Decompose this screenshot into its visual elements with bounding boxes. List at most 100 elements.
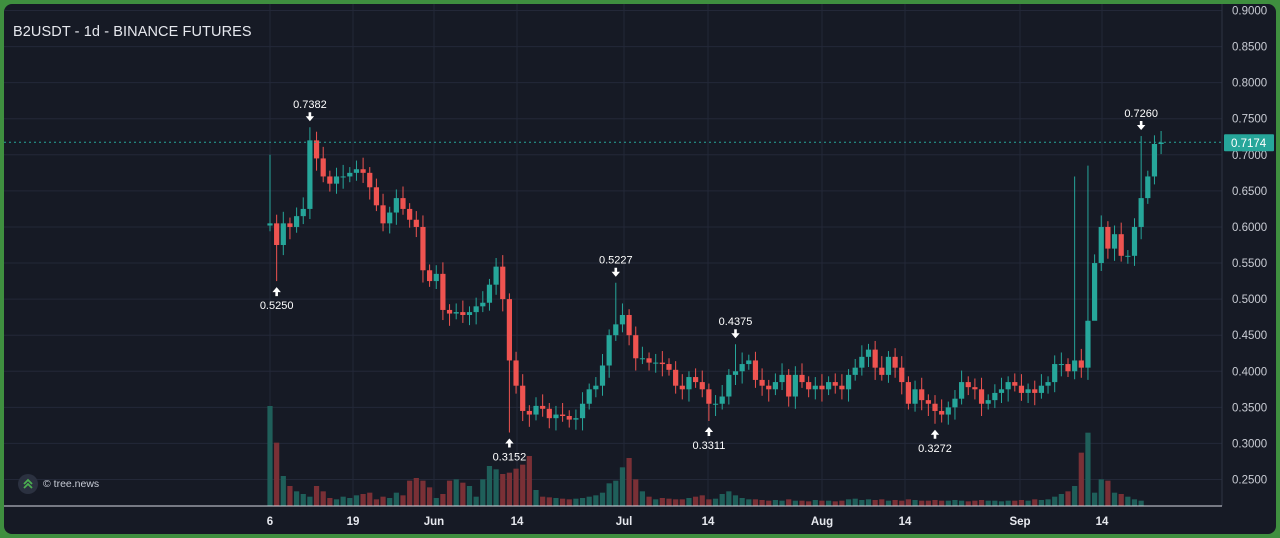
candle-body [546, 408, 552, 419]
candle-body [466, 312, 473, 315]
low-marker-label: 0.5250 [260, 300, 294, 312]
volume-bar [1085, 432, 1091, 506]
volume-bar [526, 456, 532, 506]
volume-bar [566, 499, 572, 506]
low-marker-arrow [505, 438, 514, 448]
y-tick-label: 0.8500 [1232, 42, 1267, 54]
candle-body [486, 284, 493, 303]
candle-body [327, 176, 333, 184]
volume-bar [819, 500, 825, 506]
volume-bar [939, 500, 945, 506]
candle-body [1131, 226, 1138, 256]
volume-bar [446, 480, 453, 506]
candle-body [779, 374, 785, 383]
candle-body [427, 270, 433, 282]
candle-body [1032, 389, 1038, 393]
candle-body [560, 414, 566, 417]
low-marker-arrow [930, 429, 940, 439]
candle-body [493, 266, 499, 285]
x-tick-label: 19 [347, 516, 360, 528]
volume-bar [506, 472, 512, 506]
candle-body [1045, 382, 1051, 386]
volume-bar [945, 500, 951, 506]
candle-body [859, 356, 865, 368]
candle-body [400, 198, 406, 209]
volume-bar [1045, 499, 1051, 506]
y-tick-label: 0.2500 [1232, 475, 1267, 487]
candle-body [872, 349, 878, 368]
volume-bar [779, 500, 785, 506]
candle-body [1052, 364, 1058, 383]
volume-bar [1065, 491, 1071, 506]
low-marker-label: 0.3311 [692, 440, 725, 452]
candle-body [307, 140, 313, 209]
y-tick-label: 0.4500 [1232, 330, 1267, 342]
x-tick-label: Jun [424, 516, 444, 528]
volume-bar [912, 500, 918, 506]
volume-bar [932, 500, 938, 506]
candle-body [952, 398, 958, 408]
candle-body [839, 385, 845, 390]
volume-bar [619, 467, 626, 506]
candle-body [912, 389, 918, 404]
volume-bar [540, 496, 546, 506]
candle-body [1005, 382, 1011, 390]
chart-title: B2USDT - 1d - BINANCE FUTURES [13, 24, 252, 40]
candle-body [752, 360, 759, 380]
candle-body [739, 364, 745, 372]
volume-bar [865, 499, 872, 506]
volume-bar [766, 500, 772, 506]
candle-body [686, 377, 692, 390]
candlestick-chart[interactable]: 0.9000 0.8500 0.8000 0.7500 0.7000 0.6500 0.60… [4, 4, 1276, 534]
volume-bar [500, 474, 506, 506]
volume-bar [579, 498, 586, 506]
high-marker-arrow [731, 329, 740, 339]
volume-bar [1078, 452, 1084, 506]
volume-bar [533, 490, 539, 506]
volume-bar [852, 498, 858, 506]
tree-logo-icon [18, 474, 38, 494]
volume-bar [407, 480, 413, 506]
candle-body [274, 223, 280, 245]
candle-body [786, 374, 792, 397]
candle-body [1105, 226, 1111, 249]
volume-bar [792, 500, 798, 506]
candle-body [446, 309, 453, 314]
candle-body [320, 158, 326, 177]
candle-body [347, 172, 353, 177]
volume-bar [347, 498, 353, 506]
candle-body [965, 382, 971, 388]
candle-body [1151, 143, 1158, 177]
x-tick-label: 14 [899, 516, 912, 528]
volume-bar [320, 491, 326, 506]
candle-body [992, 392, 998, 401]
volume-bar [978, 500, 985, 506]
candle-body [766, 385, 772, 390]
volume-bar [420, 480, 426, 506]
candle-body [287, 223, 293, 227]
volume-bar [466, 486, 473, 506]
candle-body [1125, 255, 1131, 257]
volume-bar [1125, 496, 1131, 506]
candle-body [959, 382, 965, 399]
volume-bar [959, 500, 965, 506]
y-tick-label: 0.4000 [1232, 366, 1267, 378]
volume-bar [1138, 500, 1144, 506]
candle-body [726, 374, 732, 397]
volume-bar [546, 497, 552, 506]
candle-body [619, 314, 626, 325]
chart-frame: 0.9000 0.8500 0.8000 0.7500 0.7000 0.6500 0.60… [4, 4, 1276, 534]
candle-body [1065, 364, 1071, 372]
high-marker-arrow [305, 112, 315, 122]
candle-body [300, 208, 306, 217]
volume-bar [885, 500, 892, 506]
candle-body [845, 374, 852, 390]
volume-bar [752, 499, 759, 506]
x-tick-label: 14 [702, 516, 715, 528]
candle-body [280, 223, 286, 245]
volume-bar [919, 500, 925, 506]
volume-bar [693, 496, 699, 506]
volume-bar [732, 495, 739, 506]
volume-bar [826, 500, 832, 506]
watermark[interactable]: © tree.news [18, 474, 99, 494]
